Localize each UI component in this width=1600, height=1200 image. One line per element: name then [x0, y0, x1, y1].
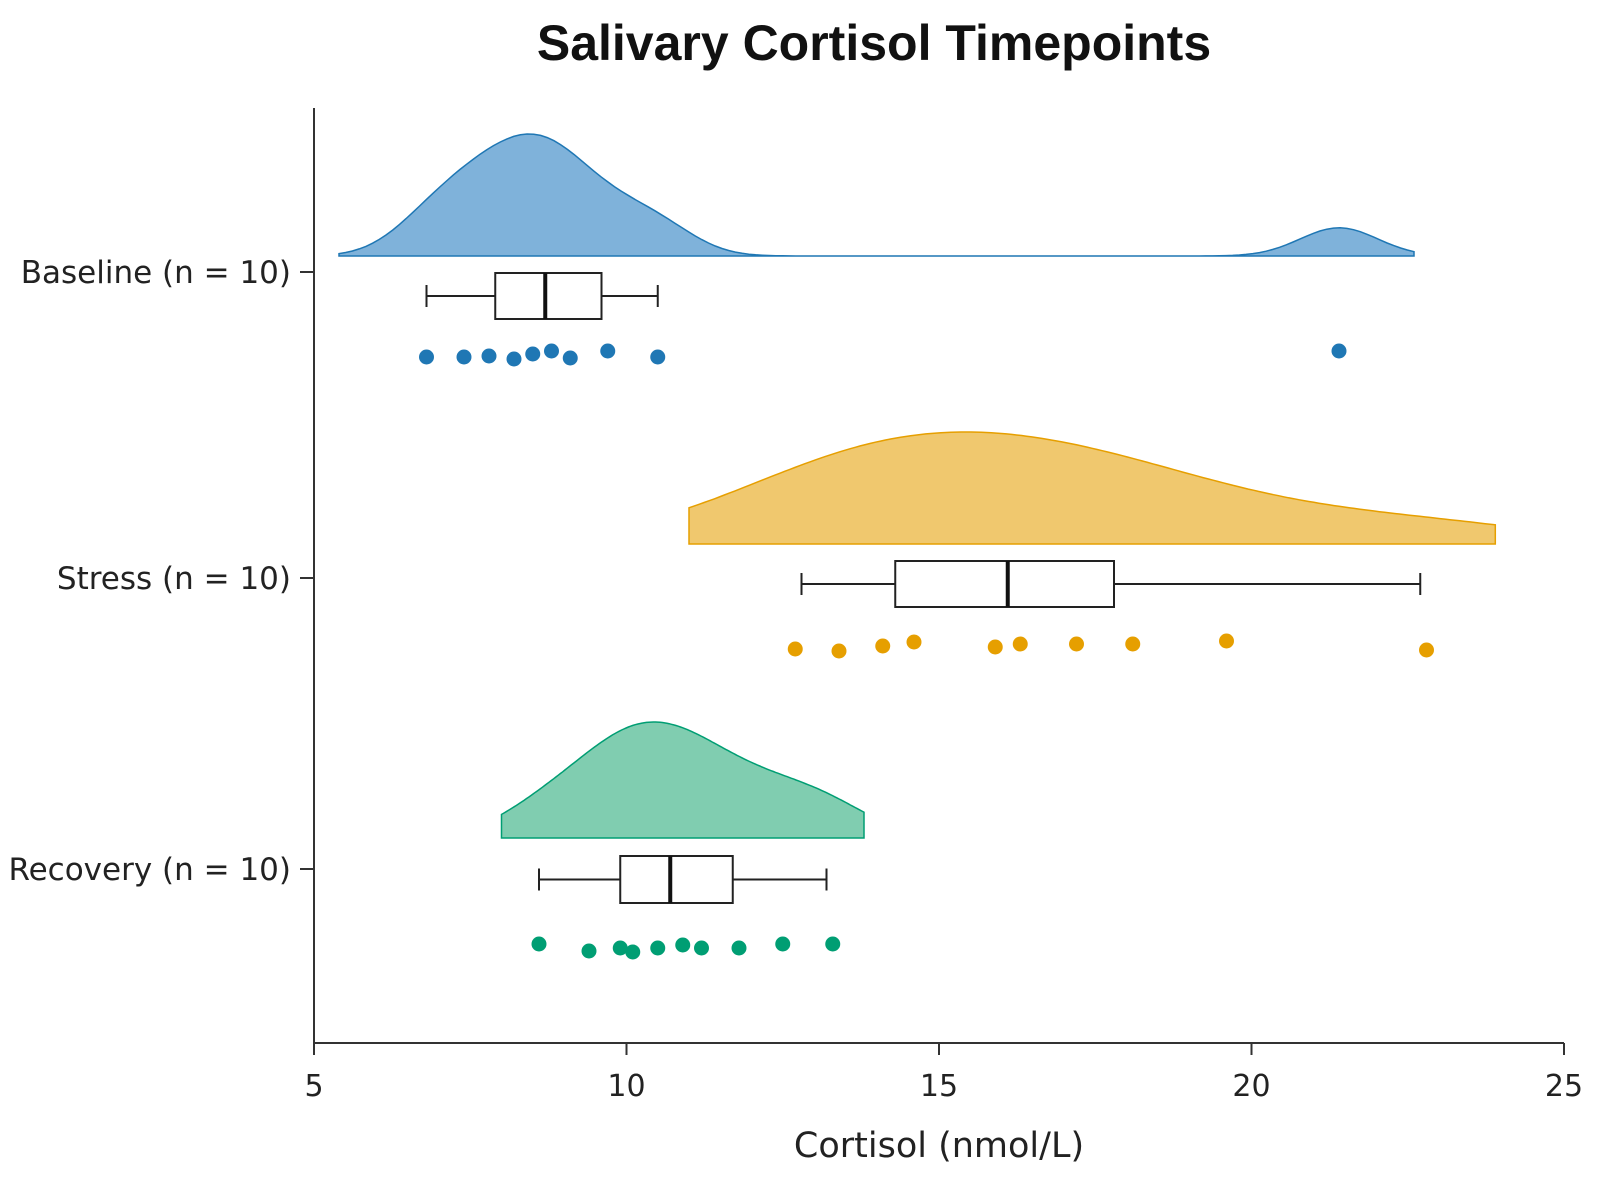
recovery-iqr-box [619, 855, 734, 904]
x-tick-label: 5 [304, 1069, 323, 1104]
baseline-iqr-box [494, 272, 603, 320]
chart-title: Salivary Cortisol Timepoints [537, 15, 1211, 71]
recovery-density-cloud [500, 721, 865, 839]
baseline-data-point [525, 346, 541, 362]
recovery-category-label: Recovery (n = 10) [8, 852, 291, 888]
baseline-data-point [1331, 343, 1347, 359]
baseline-data-point [650, 349, 666, 365]
baseline-data-point [600, 343, 616, 359]
baseline-data-point [562, 350, 578, 366]
recovery-data-point [825, 936, 841, 952]
stress-data-point [906, 634, 922, 650]
stress-data-point [1125, 636, 1141, 652]
recovery-data-point [775, 936, 791, 952]
recovery-data-point [694, 940, 709, 956]
x-tick-label: 15 [920, 1069, 958, 1104]
recovery-data-point [625, 944, 641, 960]
baseline-data-point [456, 349, 472, 365]
x-ticks: 5 10 15 20 25 [304, 1043, 1583, 1104]
recovery-data-point [731, 940, 747, 956]
recovery-data-point [650, 940, 666, 956]
stress-category-label: Stress (n = 10) [57, 561, 291, 597]
recovery-data-point [675, 937, 691, 953]
baseline-density-cloud [338, 133, 1415, 257]
stress-data-point [875, 638, 891, 654]
baseline-category-label: Baseline (n = 10) [21, 255, 291, 291]
x-tick-label: 10 [607, 1069, 645, 1104]
stress-data-point [787, 641, 803, 657]
boxplots [425, 272, 1422, 904]
recovery-data-point [531, 936, 547, 952]
stress-data-point [831, 643, 847, 659]
baseline-data-point [419, 349, 434, 365]
baseline-data-point [544, 343, 559, 359]
data-points [419, 343, 1434, 960]
recovery-data-point [612, 940, 628, 956]
stress-data-point [1419, 642, 1434, 658]
stress-data-point [1219, 633, 1234, 649]
stress-iqr-box [894, 560, 1115, 608]
stress-data-point [987, 639, 1003, 655]
recovery-data-point [581, 943, 597, 959]
density-clouds [338, 133, 1497, 839]
baseline-data-point [506, 351, 522, 367]
stress-data-point [1012, 636, 1028, 652]
x-tick-label: 20 [1232, 1069, 1270, 1104]
stress-density-cloud [688, 431, 1497, 545]
x-axis-label: Cortisol (nmol/L) [794, 1126, 1084, 1166]
y-category-labels: Baseline (n = 10) Stress (n = 10) Recovery… [8, 255, 314, 888]
baseline-data-point [481, 348, 497, 364]
x-tick-label: 25 [1545, 1069, 1583, 1104]
stress-data-point [1069, 636, 1084, 652]
